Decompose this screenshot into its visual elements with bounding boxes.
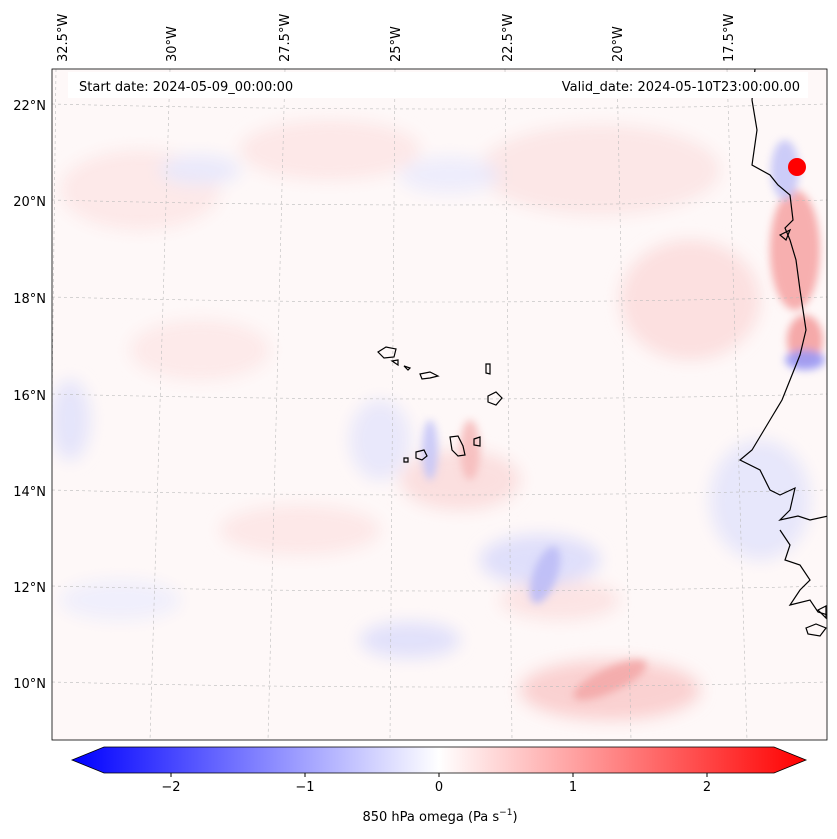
field-patch bbox=[360, 622, 460, 658]
latitude-labels: 22°N 20°N 18°N 16°N 14°N 12°N 10°N bbox=[13, 99, 46, 692]
lat-label-20n: 20°N bbox=[13, 195, 46, 210]
colorbar-ticks: −2 −1 0 1 2 bbox=[161, 773, 711, 795]
valid-date-label: Valid_date: 2024-05-10T23:00:00.00 bbox=[562, 80, 800, 95]
island-sao-nicolau bbox=[419, 371, 440, 380]
field-patch bbox=[573, 659, 647, 701]
field-patch bbox=[500, 580, 620, 620]
field-patch bbox=[422, 420, 438, 480]
colorbar-tick-label: −2 bbox=[161, 780, 180, 795]
lon-label-20w: 20°W bbox=[611, 26, 626, 62]
start-date-label: Start date: 2024-05-09_00:00:00 bbox=[79, 80, 293, 95]
colorbar-tick-label: −1 bbox=[295, 780, 314, 795]
meridian-line bbox=[504, 69, 513, 740]
meridian-line bbox=[726, 69, 748, 740]
field-patch bbox=[130, 320, 270, 380]
colorbar-tick-label: 1 bbox=[569, 780, 577, 795]
lon-label-30w: 30°W bbox=[165, 26, 180, 62]
graticule bbox=[52, 69, 827, 740]
coast-island bbox=[778, 228, 792, 241]
map-frame bbox=[51, 68, 828, 741]
longitude-labels: 32.5°W 30°W 27.5°W 25°W 22.5°W 20°W 17.5… bbox=[56, 14, 737, 62]
strong-ascent-spot bbox=[788, 158, 806, 176]
lat-label-16n: 16°N bbox=[13, 389, 46, 404]
meridian-line bbox=[616, 69, 632, 740]
colorbar-body bbox=[70, 746, 808, 774]
lon-label-27-5w: 27.5°W bbox=[278, 14, 293, 62]
map-panel: Start date: 2024-05-09_00:00:00 Valid_da… bbox=[51, 68, 828, 741]
parallel-line bbox=[52, 585, 827, 592]
lon-label-25w: 25°W bbox=[389, 26, 404, 62]
island-fogo bbox=[415, 449, 428, 461]
colorbar-label: 850 hPa omega (Pa s−1) bbox=[362, 808, 517, 825]
colorbar-label-close: ) bbox=[512, 810, 517, 825]
lat-label-18n: 18°N bbox=[13, 292, 46, 307]
africa-coastline bbox=[738, 99, 827, 522]
parallel-line bbox=[52, 393, 827, 400]
island-santo-antao bbox=[377, 346, 397, 359]
field-patch bbox=[350, 400, 410, 480]
island-sao-vicente bbox=[390, 359, 399, 367]
field-patch bbox=[480, 125, 720, 215]
parallel-line bbox=[52, 681, 827, 688]
field-patch bbox=[785, 350, 825, 370]
field-patch bbox=[52, 380, 90, 460]
field-patch bbox=[460, 420, 480, 480]
parallel-line bbox=[52, 296, 827, 303]
colorbar-tick-label: 2 bbox=[703, 780, 711, 795]
island-santiago bbox=[449, 435, 466, 457]
meridian-line bbox=[149, 69, 171, 740]
meridian-line bbox=[267, 69, 286, 740]
field-patch bbox=[60, 580, 180, 620]
field-patch bbox=[529, 546, 561, 604]
island-boa-vista bbox=[487, 391, 503, 406]
field-patch bbox=[240, 120, 420, 180]
coast-island bbox=[805, 623, 827, 637]
parallel-line bbox=[52, 489, 827, 496]
africa-coastline bbox=[779, 529, 827, 616]
lon-label-22-5w: 22.5°W bbox=[501, 14, 516, 62]
meridian-line bbox=[389, 69, 396, 740]
parallel-line bbox=[52, 199, 827, 206]
lat-label-14n: 14°N bbox=[13, 485, 46, 500]
field-patch bbox=[220, 505, 380, 555]
island-santa-luzia bbox=[403, 365, 412, 371]
island-sal bbox=[485, 363, 491, 375]
field-patch bbox=[160, 155, 240, 185]
cape-verde-islands bbox=[377, 346, 503, 463]
coast-island bbox=[816, 605, 827, 620]
lat-label-10n: 10°N bbox=[13, 677, 46, 692]
island-maio bbox=[473, 436, 481, 447]
lat-label-12n: 12°N bbox=[13, 581, 46, 596]
lon-label-17-5w: 17.5°W bbox=[722, 14, 737, 62]
colorbar: −2 −1 0 1 2 850 hPa omega (Pa s−1) bbox=[70, 746, 808, 825]
colorbar-label-main: 850 hPa omega (Pa s bbox=[362, 810, 499, 825]
field-patch bbox=[710, 440, 810, 560]
colorbar-label-exponent: −1 bbox=[499, 808, 512, 818]
map-label-strip bbox=[68, 72, 808, 98]
parallel-line bbox=[52, 103, 827, 110]
colorbar-tick-label: 0 bbox=[435, 780, 443, 795]
field-patch bbox=[400, 157, 500, 193]
lat-label-22n: 22°N bbox=[13, 99, 46, 114]
lon-label-32-5w: 32.5°W bbox=[56, 14, 71, 62]
field-patch bbox=[770, 190, 820, 310]
island-brava bbox=[403, 457, 409, 463]
